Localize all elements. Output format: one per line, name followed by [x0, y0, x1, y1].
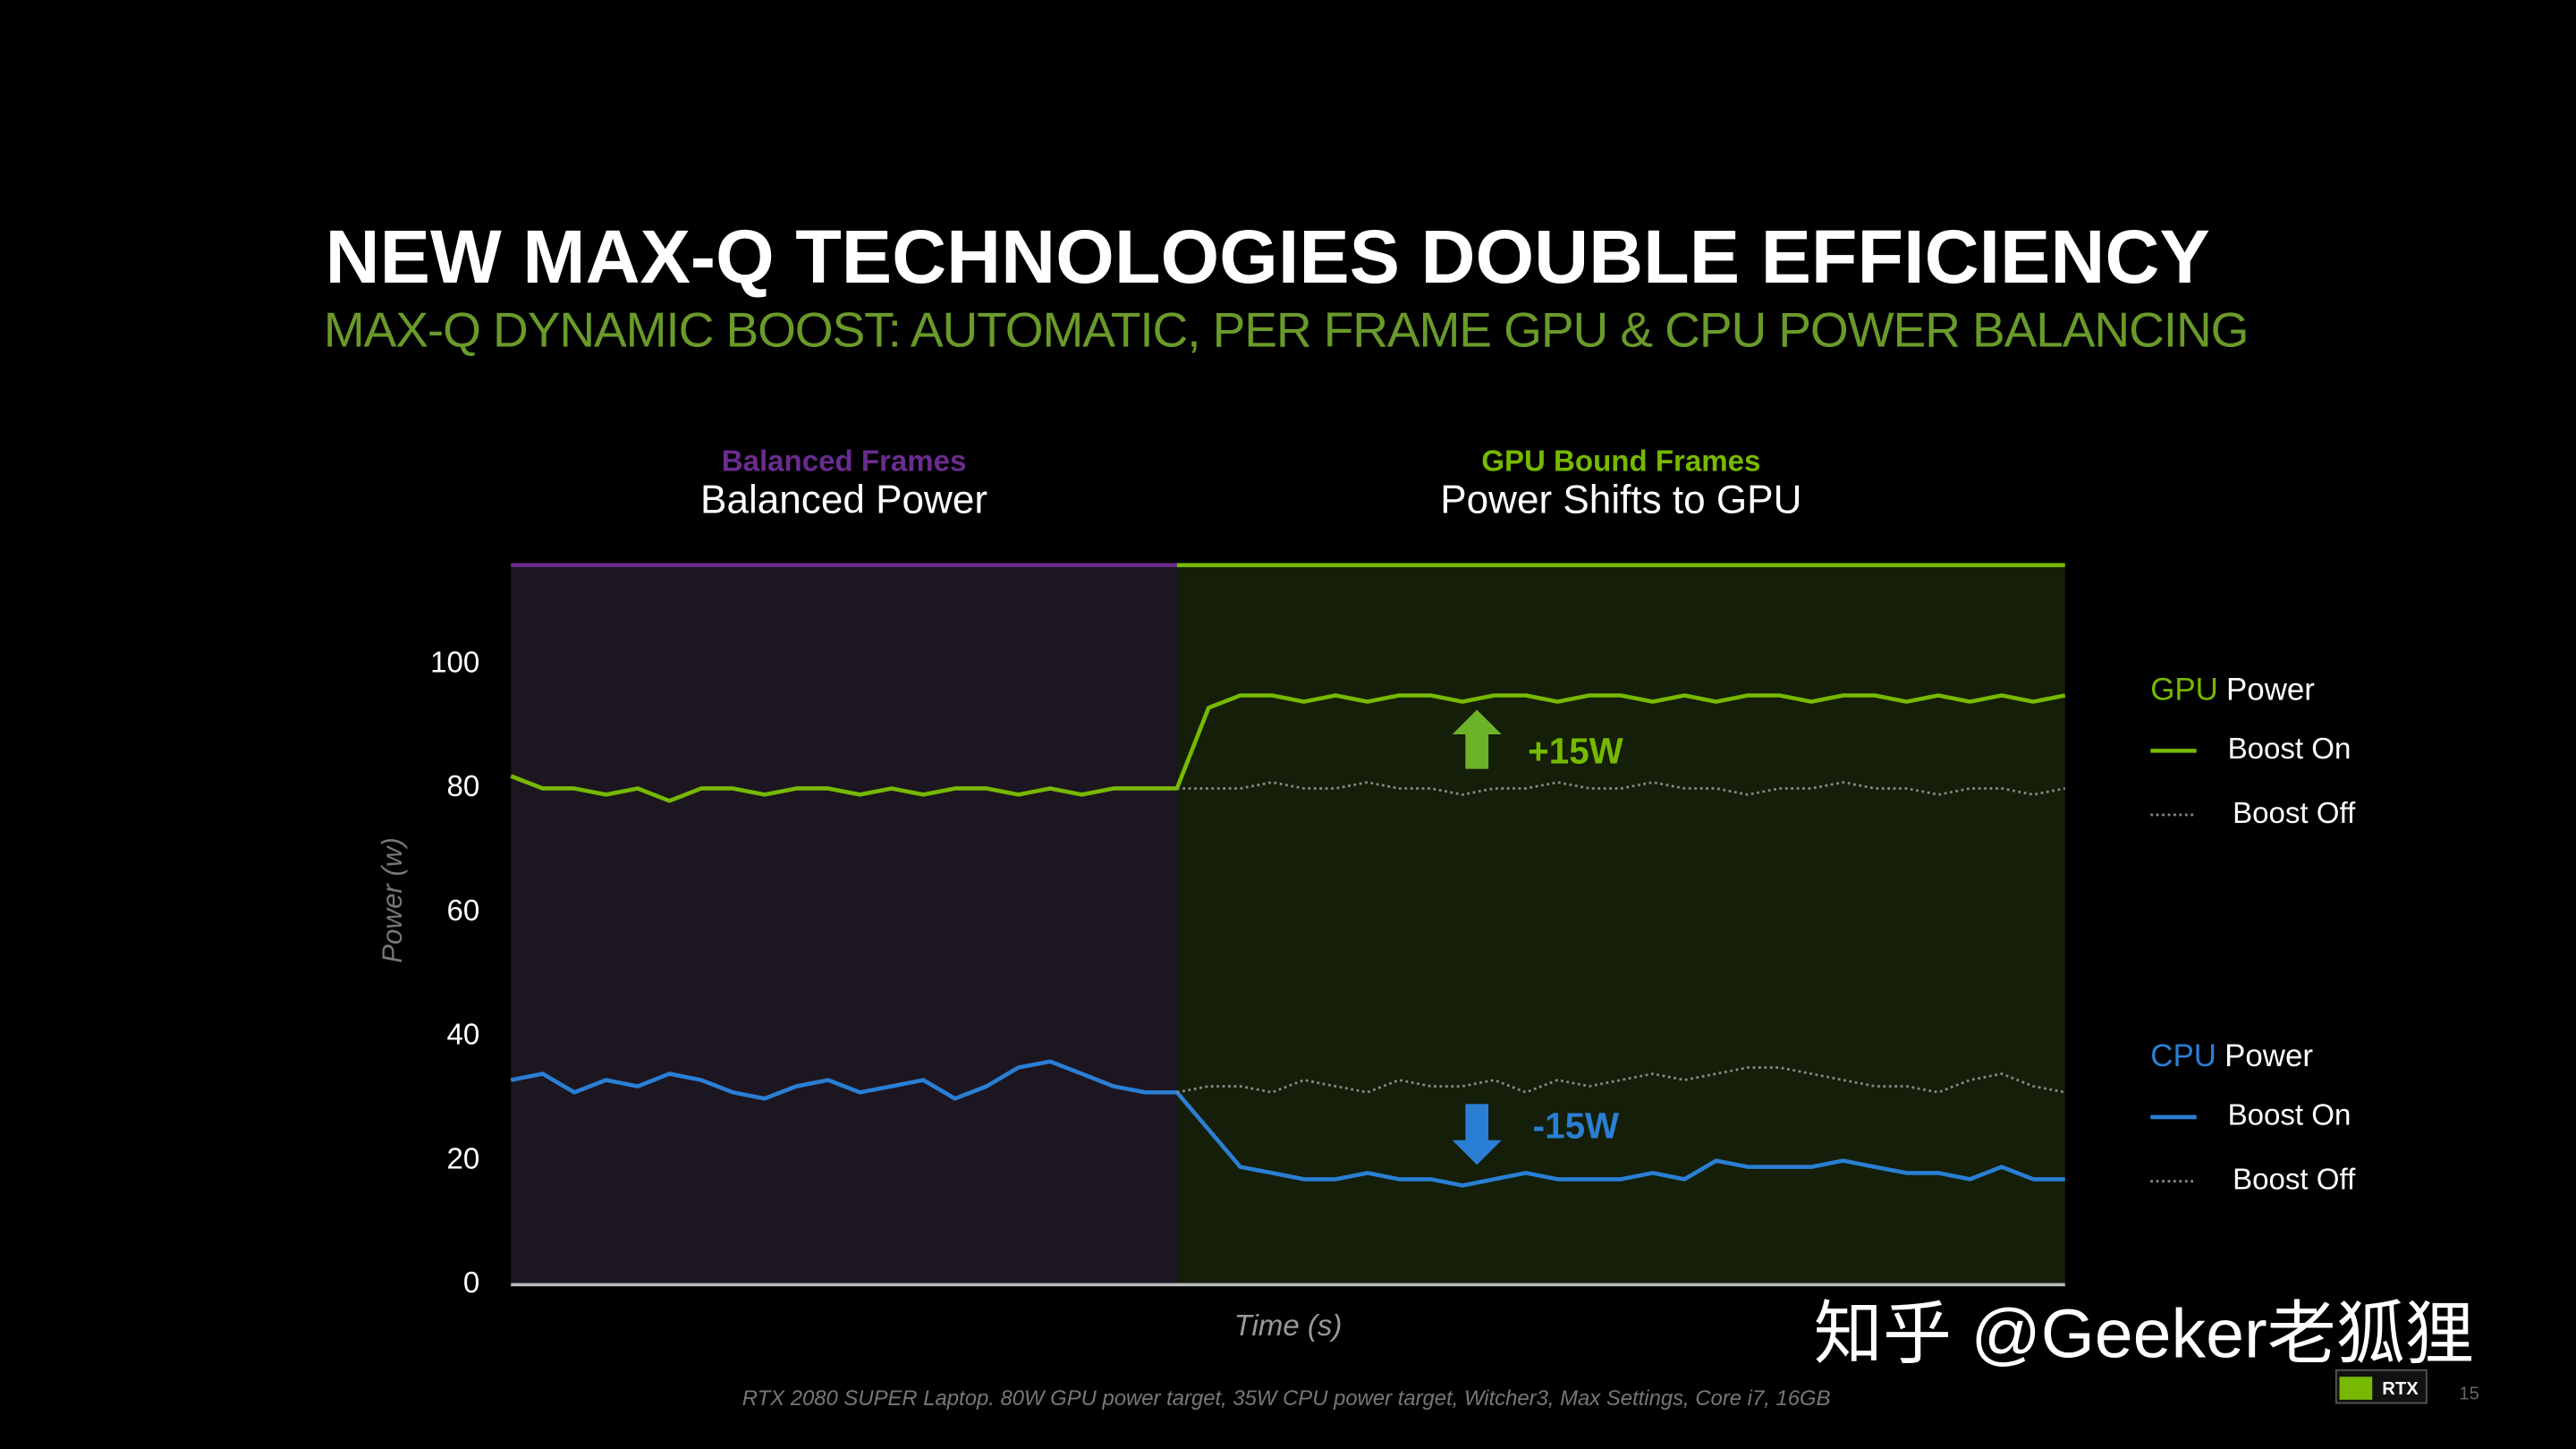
series-line — [510, 1059, 2065, 1188]
legend-label: Boost Off — [2233, 797, 2356, 830]
up-arrow — [1452, 709, 1502, 769]
region-background — [511, 564, 1177, 1285]
y-tick-label: 80 — [447, 770, 480, 803]
legend-group: CPU — [2150, 1038, 2216, 1073]
y-tick-label: 40 — [447, 1019, 480, 1052]
page-number: 15 — [2459, 1385, 2479, 1404]
down-arrow — [1452, 1104, 1502, 1165]
annotation: -15W — [1533, 1106, 1620, 1147]
legend-title: GPU Power — [2150, 672, 2315, 707]
logo: RTX — [2382, 1379, 2419, 1399]
region-title: Balanced Power — [700, 479, 987, 522]
title: NEW MAX-Q TECHNOLOGIES DOUBLE EFFICIENCY — [326, 215, 2210, 299]
legend-label: Boost Off — [2233, 1163, 2356, 1196]
plot — [510, 563, 2066, 1287]
series-line — [510, 693, 2066, 803]
region-label: Balanced Frames — [722, 445, 967, 479]
footnote: RTX 2080 SUPER Laptop. 80W GPU power tar… — [742, 1386, 1831, 1411]
legend-title: CPU Power — [2150, 1038, 2313, 1073]
logo-eye — [2339, 1377, 2373, 1400]
region-background — [1176, 564, 2065, 1285]
annotation: +15W — [1528, 731, 1624, 772]
subtitle: MAX-Q DYNAMIC BOOST: AUTOMATIC, PER FRAM… — [324, 301, 2250, 357]
series-line — [1176, 781, 2066, 796]
region-title: Power Shifts to GPU — [1440, 479, 1801, 522]
y-tick-label: 60 — [447, 894, 480, 928]
x-axis-label: Time (s) — [1234, 1309, 1343, 1343]
legend-suffix: Power — [2224, 1038, 2313, 1073]
region-label: GPU Bound Frames — [1481, 445, 1760, 479]
y-tick-label: 0 — [463, 1267, 479, 1300]
legend-suffix: Power — [2226, 672, 2315, 707]
legend-label: Boost On — [2228, 1099, 2351, 1132]
legend-group: GPU — [2150, 672, 2218, 707]
y-axis-label: Power (w) — [377, 837, 408, 962]
y-tick-label: 20 — [447, 1142, 480, 1175]
legend-label: Boost On — [2228, 733, 2351, 766]
watermark: 知乎 @Geeker老狐狸 — [1814, 1295, 2474, 1372]
y-tick-label: 100 — [430, 647, 479, 680]
